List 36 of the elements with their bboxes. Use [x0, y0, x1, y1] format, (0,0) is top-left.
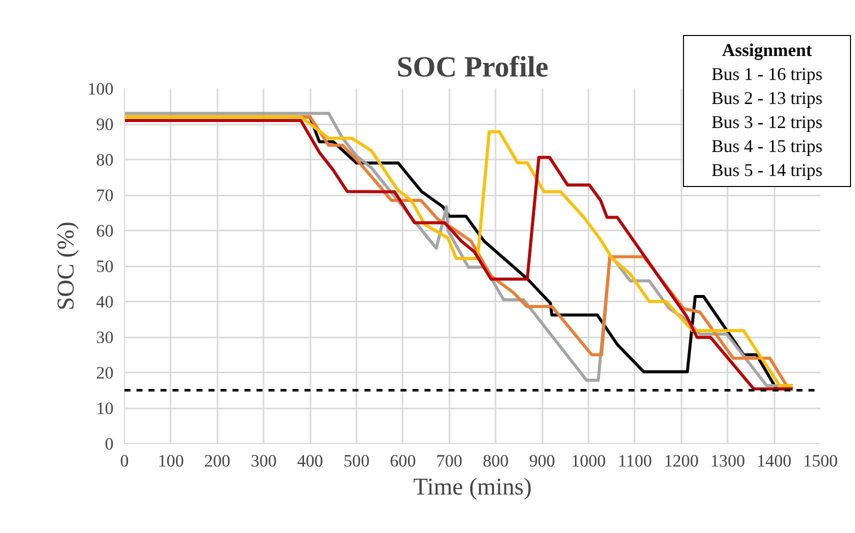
x-tick-label: 400 — [297, 452, 324, 470]
chart-title: SOC Profile — [396, 52, 548, 84]
y-tick-label: 50 — [96, 257, 114, 276]
y-axis-title: SOC (%) — [54, 222, 80, 310]
x-tick-label: 700 — [436, 452, 462, 470]
x-tick-label: 900 — [529, 452, 556, 470]
text: Bus 1 - 16 trips — [711, 63, 822, 86]
y-tick-label: 40 — [96, 292, 114, 312]
y-tick-label: 0 — [104, 434, 114, 454]
x-tick-label: 1100 — [618, 452, 652, 470]
x-tick-label: 1300 — [710, 452, 746, 470]
x-tick-label: 600 — [390, 452, 416, 470]
x-tick-label: 100 — [158, 452, 184, 470]
y-tick-label: 20 — [96, 364, 114, 382]
annotation: Bus 2 - 13 trips — [711, 87, 822, 110]
y-tick-label: 30 — [96, 328, 114, 347]
x-tick-label: 500 — [344, 452, 370, 470]
x-tick-label: 0 — [120, 452, 129, 470]
y-tick-label: 60 — [96, 222, 114, 240]
x-tick-label: 800 — [482, 452, 509, 470]
x-tick-label: 1000 — [571, 452, 606, 470]
x-axis-title: Time (mins) — [413, 474, 532, 500]
annotation: Bus 4 - 15 trips — [711, 135, 822, 158]
y-tick-label: 90 — [96, 115, 114, 134]
x-tick-label: 1500 — [803, 452, 838, 470]
annotation: Bus 5 - 14 trips — [711, 159, 822, 182]
x-tick-label: 1200 — [664, 452, 699, 470]
x-tick-label: 200 — [204, 452, 230, 470]
y-tick-label: 10 — [96, 399, 114, 418]
x-tick-label: 1400 — [756, 452, 792, 470]
y-tick-label: 100 — [88, 80, 114, 98]
annotation: Bus 3 - 12 trips — [711, 111, 822, 134]
y-tick-label: 70 — [96, 186, 114, 205]
y-tick-label: 80 — [96, 150, 114, 170]
x-tick-label: 300 — [250, 452, 277, 470]
text: Assignment — [720, 39, 813, 62]
